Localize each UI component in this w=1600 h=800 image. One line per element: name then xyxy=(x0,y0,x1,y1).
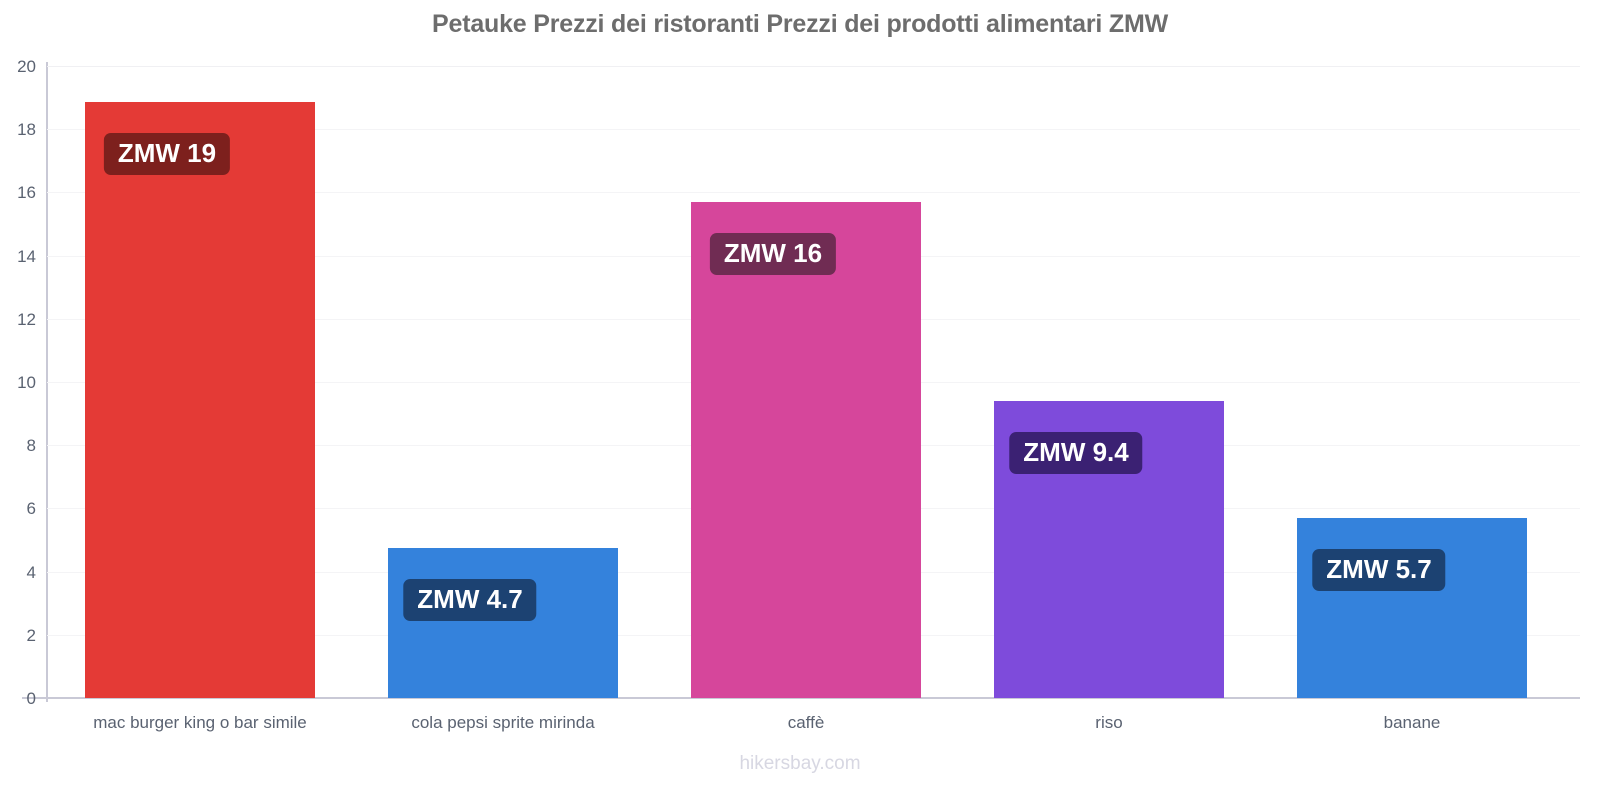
y-axis-tick-label: 2 xyxy=(26,625,36,645)
y-axis-tick-label: 6 xyxy=(26,499,36,519)
gridline xyxy=(47,66,1580,67)
y-axis-tick-label: 16 xyxy=(17,183,36,203)
x-axis-category-label: cola pepsi sprite mirinda xyxy=(411,713,595,732)
bar-value-label: ZMW 5.7 xyxy=(1312,548,1446,591)
x-axis-category-label: banane xyxy=(1383,713,1441,732)
bar-value-label: ZMW 16 xyxy=(709,232,837,275)
bar-value-label: ZMW 19 xyxy=(103,133,231,176)
footer-credit: hikersbay.com xyxy=(739,753,861,774)
bar[interactable] xyxy=(691,201,921,698)
y-axis-tick-label: 18 xyxy=(17,120,36,140)
y-axis-tick-label: 4 xyxy=(26,562,36,582)
plot-area: ZMW 19 ZMW 4.7 ZMW 16 ZMW 9.4 ZMW 5.7 xyxy=(47,66,1580,698)
gridline xyxy=(47,129,1580,131)
x-axis-category-label: caffè xyxy=(787,713,825,732)
chart-title: Petauke Prezzi dei ristoranti Prezzi dei… xyxy=(432,10,1168,38)
x-axis-category-label: mac burger king o bar simile xyxy=(93,713,307,732)
y-axis-tick-label: 14 xyxy=(17,246,36,266)
bar[interactable] xyxy=(1297,517,1527,698)
bar-value-label: ZMW 9.4 xyxy=(1009,431,1143,474)
gridline xyxy=(47,192,1580,194)
x-axis-line xyxy=(22,697,1580,699)
y-axis-tick-label: 8 xyxy=(26,436,36,456)
y-axis-tick-label: 10 xyxy=(17,373,36,392)
bar[interactable] xyxy=(388,547,618,698)
bar[interactable] xyxy=(85,102,315,698)
y-axis-tick-label: 0 xyxy=(26,689,36,708)
y-axis-tick-label: 12 xyxy=(17,309,36,329)
y-axis-tick-label: 20 xyxy=(17,57,36,76)
bar-value-label: ZMW 4.7 xyxy=(403,578,537,621)
x-axis-category-label: riso xyxy=(1095,713,1123,732)
